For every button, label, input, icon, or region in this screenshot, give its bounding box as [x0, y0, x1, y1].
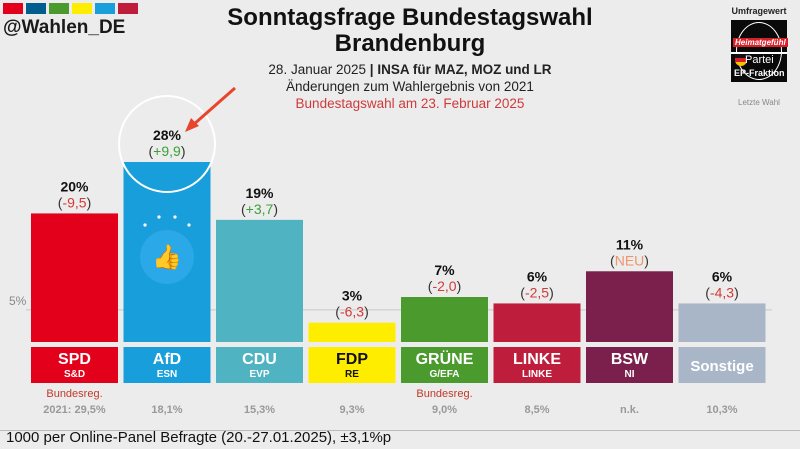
value-label: 19% [245, 185, 274, 201]
legend-poll-value-label: Umfragewert [731, 6, 787, 16]
change-label: (-2,5) [520, 284, 553, 300]
poll-institute: INSA für MAZ, MOZ und LR [377, 62, 552, 77]
palette-swatch [49, 3, 69, 14]
title-line-1: Sonntagsfrage Bundestagswahl [227, 4, 593, 31]
chart-title: Sonntagsfrage Bundestagswahl Brandenburg [170, 5, 650, 57]
ep-group: RE [345, 369, 359, 380]
party-name: CDU [242, 351, 277, 368]
previous-result: 10,3% [706, 404, 737, 416]
value-label: 3% [342, 288, 363, 304]
bar-fdp [308, 322, 396, 342]
party-name: Sonstige [690, 358, 753, 375]
value-label: 20% [60, 178, 89, 194]
legend-divider [731, 52, 787, 54]
ep-group: G/EFA [429, 369, 459, 380]
change-label: (-6,3) [335, 304, 368, 320]
previous-result: n.k. [620, 404, 639, 416]
footer-divider [0, 430, 800, 431]
value-label: 6% [712, 268, 733, 284]
ep-group: NI [625, 369, 635, 380]
party-name: AfD [153, 351, 181, 368]
election-date-note: Bundestagswahl am 23. Februar 2025 [295, 96, 525, 111]
palette-swatch [3, 3, 23, 14]
sparkle-dot [173, 215, 177, 219]
government-note: Bundesreg. [46, 388, 102, 400]
bar-grüne [401, 297, 488, 342]
party-box-sonstige [678, 347, 766, 383]
title-line-2: Brandenburg [334, 30, 486, 57]
heimatgefuehl-logo: Heimatgefühl [733, 38, 788, 47]
arrow-head [185, 118, 199, 132]
party-box-spd [31, 347, 118, 383]
previous-result: 15,3% [244, 404, 275, 416]
party-box-bsw [586, 347, 673, 383]
value-label: 7% [434, 262, 455, 278]
sparkle-dot [143, 223, 147, 227]
arrow-line [192, 86, 236, 127]
party-box-fdp [308, 347, 396, 383]
highlight-circle [118, 95, 216, 193]
separator: | [369, 62, 374, 77]
party-name: GRÜNE [416, 349, 474, 368]
change-label: (-2,0) [428, 278, 461, 294]
previous-result: 18,1% [151, 404, 182, 416]
party-name: LINKE [513, 351, 561, 368]
bar-bsw [586, 271, 673, 342]
previous-result: 9,0% [432, 404, 457, 416]
ep-group: LINKE [522, 369, 552, 380]
legend-ep-label: EP-Fraktion [734, 68, 785, 78]
account-handle: @Wahlen_DE [3, 17, 126, 38]
government-note: Bundesreg. [416, 388, 472, 400]
bar-sonstige [678, 303, 766, 342]
palette-swatch [26, 3, 46, 14]
party-name: FDP [336, 351, 368, 368]
party-box-cdu [216, 347, 303, 383]
change-label: (+3,7) [241, 201, 278, 217]
palette-swatch [72, 3, 92, 14]
previous-result: 9,3% [339, 404, 364, 416]
sparkle-dot [187, 223, 191, 227]
palette-swatch [95, 3, 115, 14]
subtitle-date-institute: 28. Januar 2025 | INSA für MAZ, MOZ und … [170, 62, 650, 77]
previous-result: 2021: 29,5% [43, 404, 106, 416]
thumbs-up-icon [140, 230, 194, 284]
party-box-afd [123, 347, 211, 383]
change-label: (-4,3) [705, 284, 738, 300]
palette-swatch [118, 3, 138, 14]
party-box-linke [493, 347, 581, 383]
party-box-grüne [401, 347, 488, 383]
footer-note: 1000 per Online-Panel Befragte (20.-27.0… [6, 429, 392, 446]
threshold-label: 5% [9, 294, 27, 308]
legend-last-election-label: Letzte Wahl [738, 98, 780, 107]
party-name: BSW [611, 351, 649, 368]
change-label: (NEU) [610, 252, 649, 268]
ep-group: EVP [249, 369, 269, 380]
legend-box: Heimatgefühl Partei EP-Fraktion [731, 20, 788, 82]
legend-circle-icon [736, 22, 782, 80]
bar-spd [31, 213, 118, 342]
bar-cdu [216, 219, 303, 342]
color-palette [3, 3, 138, 14]
value-label: 28% [153, 127, 182, 143]
change-label: (+9,9) [149, 143, 186, 159]
sparkle-dot [157, 215, 161, 219]
thumbs-up-glyph: 👍 [152, 243, 182, 271]
change-label: (-9,5) [58, 194, 91, 210]
previous-result: 8,5% [524, 404, 549, 416]
changes-note: Änderungen zum Wahlergebnis von 2021 [286, 79, 534, 94]
ep-group: S&D [64, 369, 85, 380]
poll-date: 28. Januar 2025 [268, 62, 367, 77]
ep-group: ESN [157, 369, 178, 380]
brandenburg-flag-icon [735, 54, 747, 66]
party-name: SPD [58, 351, 91, 368]
bar-linke [493, 303, 581, 342]
value-label: 11% [616, 236, 644, 252]
legend-party-label: Partei [745, 54, 774, 66]
value-label: 6% [527, 268, 548, 284]
